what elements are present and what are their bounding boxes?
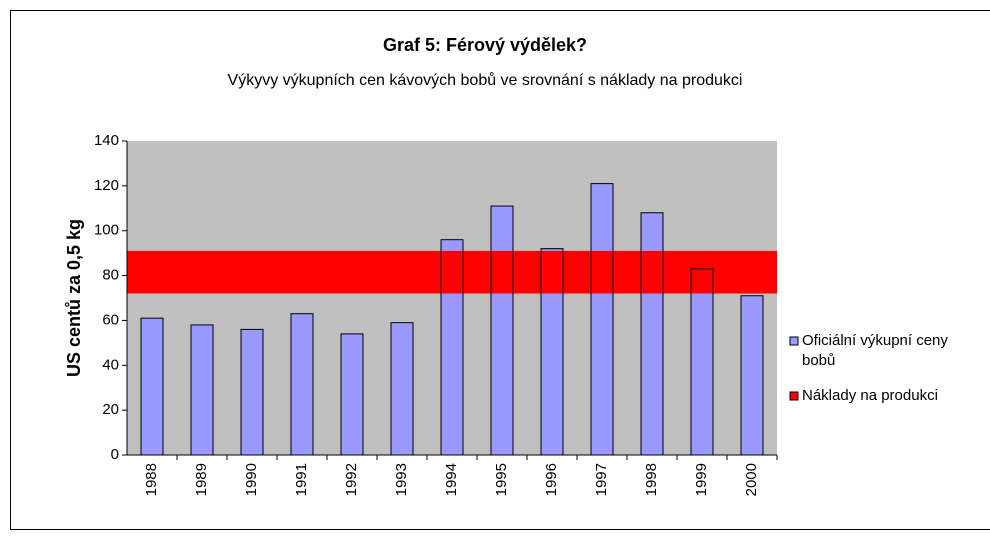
x-tick-label: 1990 bbox=[243, 463, 260, 496]
legend-swatch bbox=[789, 336, 799, 346]
bar bbox=[691, 268, 713, 455]
bar bbox=[141, 318, 163, 455]
x-tick-label: 1991 bbox=[293, 463, 310, 496]
x-tick-label: 1998 bbox=[643, 463, 660, 496]
bar bbox=[741, 295, 763, 455]
y-tick-label: 60 bbox=[102, 311, 119, 328]
bar bbox=[641, 212, 663, 455]
bar bbox=[291, 313, 313, 455]
y-tick-label: 100 bbox=[94, 222, 119, 239]
x-tick-label: 1988 bbox=[143, 463, 160, 496]
cost-band bbox=[127, 250, 777, 294]
chart-subtitle: Výkyvy výkupních cen kávových bobů ve sr… bbox=[228, 71, 743, 89]
bar bbox=[191, 324, 213, 455]
x-tick-label: 2000 bbox=[743, 463, 760, 496]
x-tick-label: 1992 bbox=[343, 463, 360, 496]
y-axis-label: US centů za 0,5 kg bbox=[64, 219, 84, 377]
chart-title: Graf 5: Férový výdělek? bbox=[383, 35, 587, 55]
legend-label: Náklady na produkci bbox=[802, 387, 938, 404]
x-tick-label: 1994 bbox=[443, 463, 460, 496]
bar bbox=[591, 183, 613, 455]
bar bbox=[491, 206, 513, 455]
legend-swatch bbox=[789, 391, 799, 401]
x-tick-label: 1999 bbox=[693, 463, 710, 496]
y-tick-label: 120 bbox=[94, 177, 119, 194]
x-tick-label: 1993 bbox=[393, 463, 410, 496]
bar bbox=[391, 322, 413, 455]
y-tick-label: 0 bbox=[111, 446, 119, 463]
bar bbox=[341, 333, 363, 455]
y-tick-label: 80 bbox=[102, 267, 119, 284]
x-tick-label: 1996 bbox=[543, 463, 560, 496]
x-tick-label: 1997 bbox=[593, 463, 610, 496]
y-tick-label: 20 bbox=[102, 401, 119, 418]
y-tick-label: 40 bbox=[102, 356, 119, 373]
x-tick-label: 1989 bbox=[193, 463, 210, 496]
legend-label: Oficiální výkupní ceny bobů bbox=[802, 332, 948, 369]
bar bbox=[541, 248, 563, 455]
x-tick-label: 1995 bbox=[493, 463, 510, 496]
y-tick-label: 140 bbox=[94, 132, 119, 149]
bar bbox=[241, 329, 263, 455]
